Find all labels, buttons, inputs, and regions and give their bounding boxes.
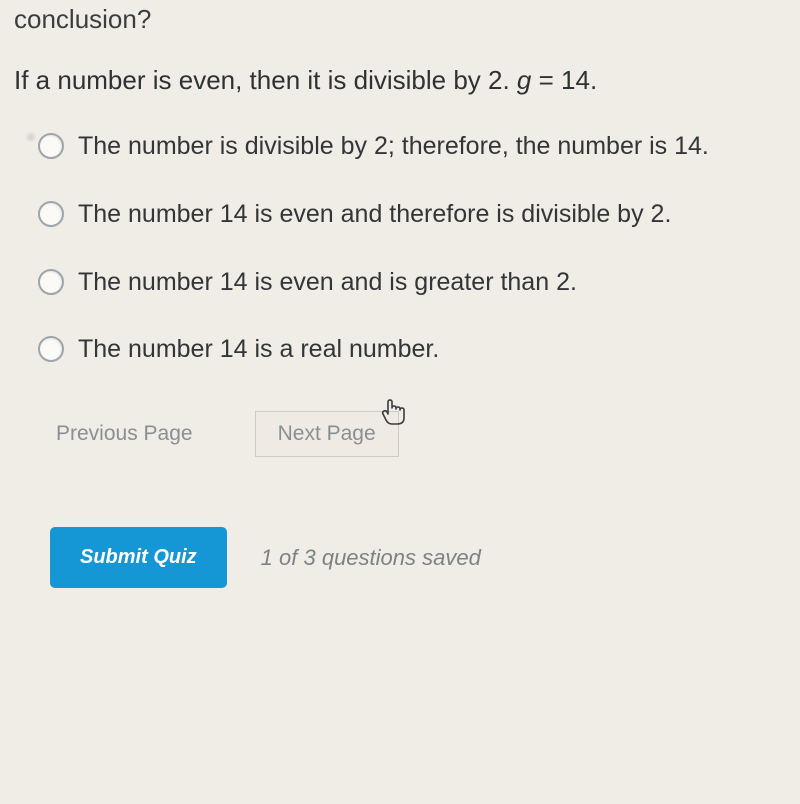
question-stem: If a number is even, then it is divisibl…	[14, 65, 786, 96]
stem-variable: g	[517, 65, 531, 95]
choice-text: The number is divisible by 2; therefore,…	[78, 130, 709, 164]
choice-text: The number 14 is even and therefore is d…	[78, 198, 671, 232]
question-prompt-tail: conclusion?	[14, 4, 786, 35]
next-page-button[interactable]: Next Page	[278, 422, 376, 446]
radio-icon[interactable]	[38, 201, 64, 227]
stem-suffix: = 14.	[531, 65, 597, 95]
choice-row[interactable]: The number 14 is a real number.	[38, 333, 786, 367]
choice-text: The number 14 is a real number.	[78, 333, 439, 367]
save-status-text: 1 of 3 questions saved	[261, 545, 481, 571]
choice-row[interactable]: The number 14 is even and is greater tha…	[38, 266, 786, 300]
radio-icon[interactable]	[38, 269, 64, 295]
pagination-row: Previous Page Next Page	[14, 411, 786, 457]
choice-row[interactable]: The number 14 is even and therefore is d…	[38, 198, 786, 232]
submit-quiz-button[interactable]: Submit Quiz	[50, 527, 227, 588]
radio-icon[interactable]	[38, 336, 64, 362]
choice-row[interactable]: The number is divisible by 2; therefore,…	[38, 130, 786, 164]
next-page-button-wrap[interactable]: Next Page	[255, 411, 399, 457]
submit-row: Submit Quiz 1 of 3 questions saved	[14, 527, 786, 588]
choice-list: The number is divisible by 2; therefore,…	[14, 130, 786, 367]
previous-page-button[interactable]: Previous Page	[50, 412, 199, 456]
radio-icon[interactable]	[38, 133, 64, 159]
pointer-cursor-icon	[378, 396, 406, 433]
smudge-decoration	[24, 132, 38, 142]
stem-prefix: If a number is even, then it is divisibl…	[14, 65, 517, 95]
choice-text: The number 14 is even and is greater tha…	[78, 266, 577, 300]
